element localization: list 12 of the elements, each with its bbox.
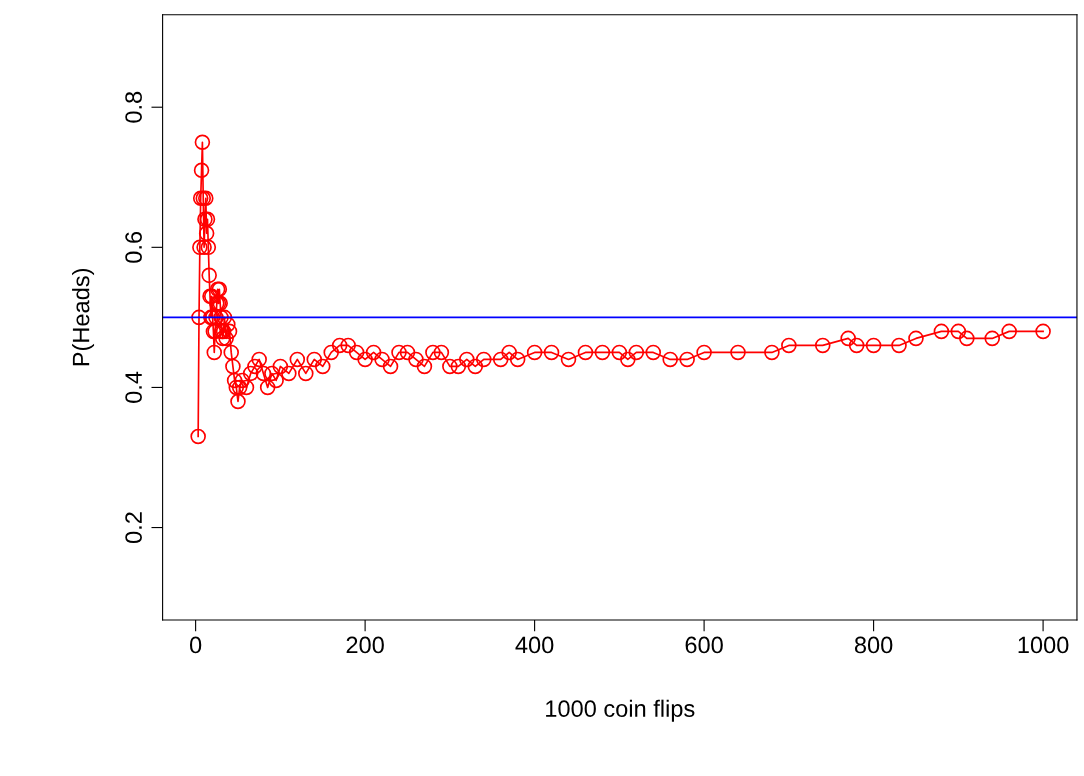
y-tick-label: 0.8: [125, 91, 142, 123]
x-tick-label: 400: [515, 636, 554, 654]
y-tick-label: 0.6: [125, 231, 142, 263]
x-tick-label: 600: [685, 636, 723, 654]
x-tick-label: 1000: [1018, 636, 1069, 654]
x-tick-label: 200: [346, 636, 384, 654]
y-axis-title: P(Heads): [72, 268, 95, 366]
y-tick-label: 0.2: [125, 512, 142, 544]
x-tick-label: 0: [189, 636, 202, 654]
x-axis-title: 1000 coin flips: [546, 699, 695, 722]
y-tick-label: 0.4: [125, 371, 142, 403]
x-tick-label: 800: [854, 636, 893, 654]
